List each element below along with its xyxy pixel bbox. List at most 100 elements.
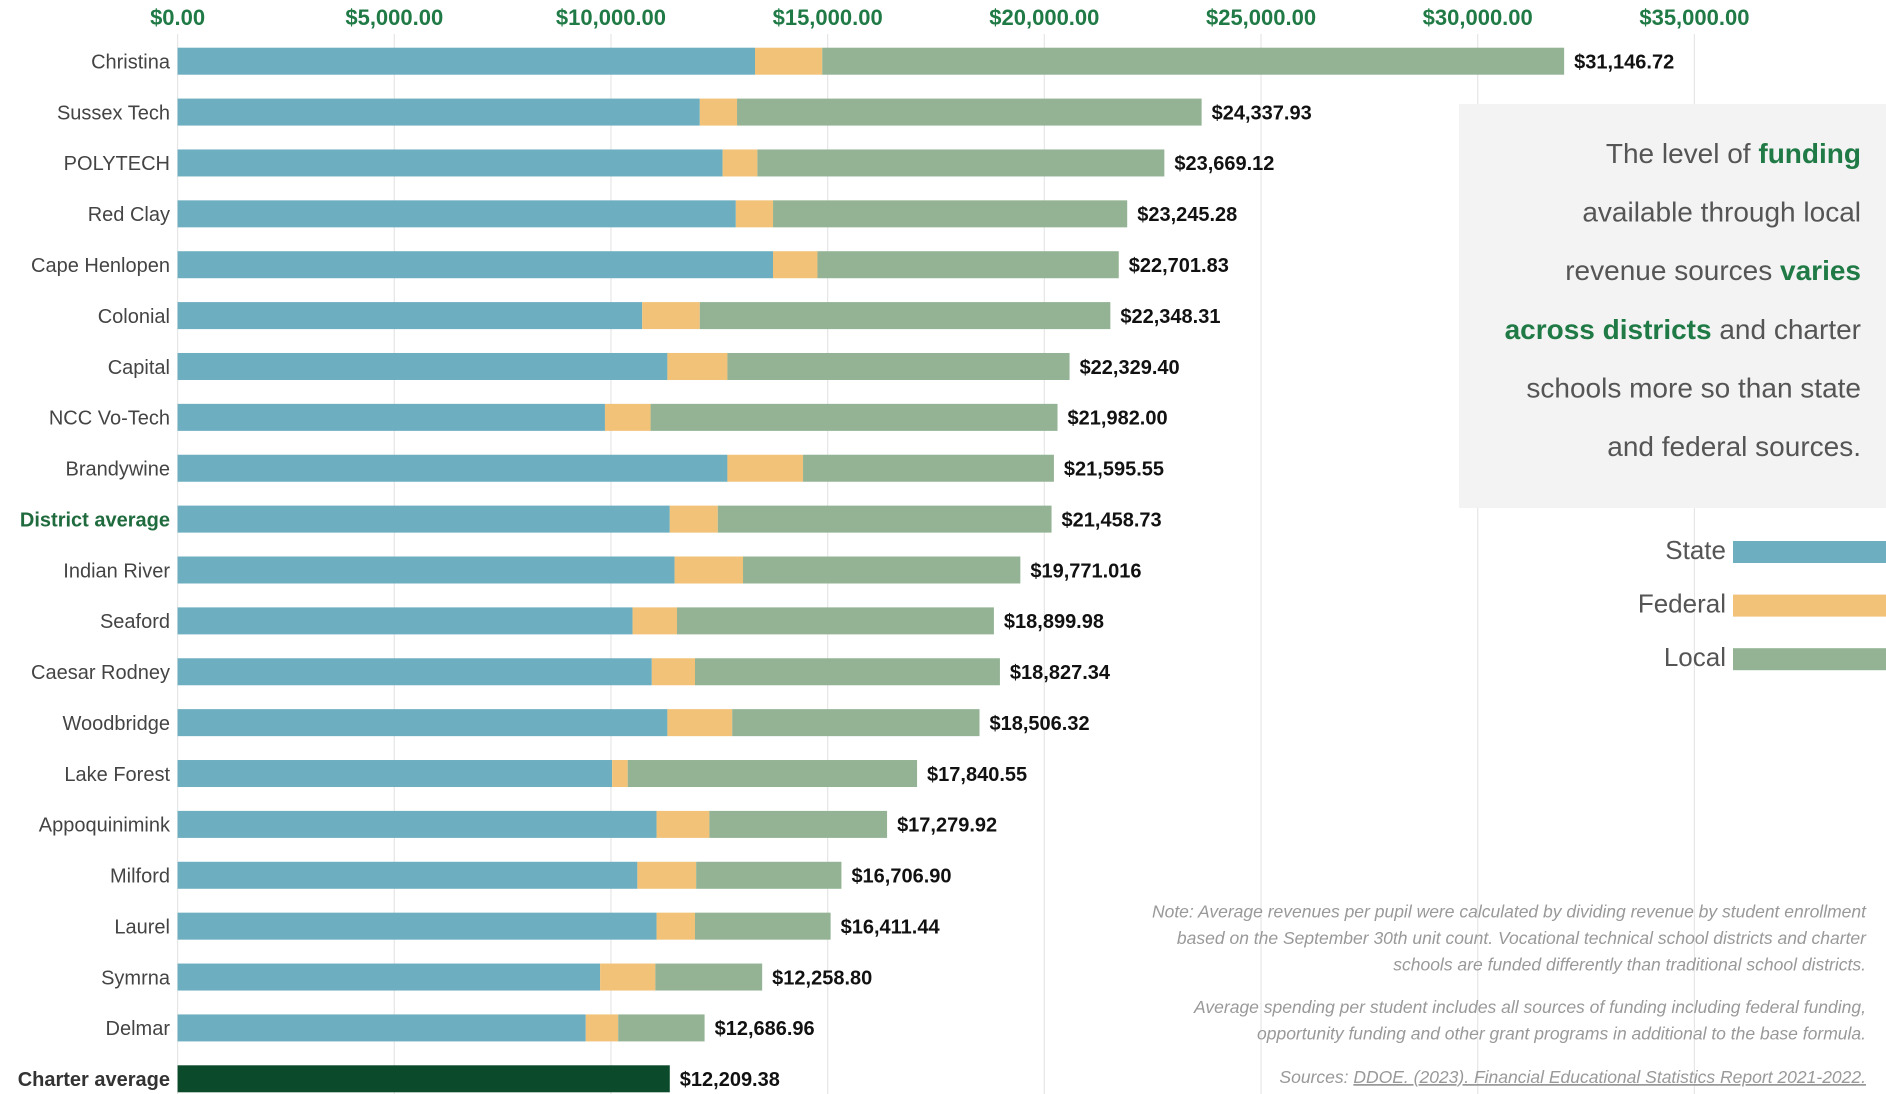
bar-segment — [656, 912, 695, 940]
bar-segment — [177, 200, 736, 228]
category-label: Appoquinimink — [39, 815, 171, 837]
bar-segment — [650, 403, 1058, 431]
total-label: $21,595.55 — [1064, 459, 1164, 481]
category-label: NCC Vo-Tech — [49, 408, 170, 430]
bar-segment — [822, 47, 1565, 75]
bar-segment — [177, 810, 657, 838]
legend-swatch — [1733, 594, 1886, 617]
total-label: $17,279.92 — [897, 815, 997, 837]
bar-segment — [674, 556, 744, 584]
total-label: $23,245.28 — [1137, 204, 1237, 226]
bar-segment — [604, 403, 651, 431]
bar-segment — [585, 1014, 619, 1042]
category-label: Brandywine — [65, 459, 170, 481]
annotation-line: schools more so than state — [1526, 373, 1861, 404]
x-tick-label: $15,000.00 — [773, 5, 883, 30]
category-label: Delmar — [106, 1018, 171, 1040]
bar-segment — [177, 403, 605, 431]
total-label: $16,411.44 — [841, 916, 941, 938]
annotation-text: available through local — [1582, 197, 1861, 228]
bar-segment — [177, 709, 668, 737]
bar-segment — [803, 454, 1054, 482]
total-label: $22,701.83 — [1129, 255, 1229, 277]
bar-segment — [817, 251, 1119, 279]
note-line: Note: Average revenues per pupil were ca… — [1152, 902, 1867, 922]
bar-segment — [667, 709, 733, 737]
bar-segment — [177, 454, 728, 482]
annotation-text: The level of — [1606, 138, 1759, 169]
total-label: $31,146.72 — [1574, 51, 1674, 73]
bar-segment — [177, 912, 657, 940]
total-label: $17,840.55 — [927, 764, 1027, 786]
bar-segment — [732, 709, 980, 737]
bar-segment — [696, 861, 842, 889]
bar-segment — [177, 1014, 586, 1042]
total-label: $12,686.96 — [715, 1018, 815, 1040]
bar-segment — [177, 658, 652, 686]
bar-segment — [177, 861, 638, 889]
x-tick-label: $5,000.00 — [345, 5, 443, 30]
annotation-line: available through local — [1582, 197, 1861, 228]
category-label: Sussex Tech — [57, 102, 170, 124]
bar-segment — [655, 963, 763, 991]
annotation-box — [1459, 104, 1886, 508]
category-label: Woodbridge — [63, 713, 170, 735]
bar-segment — [656, 810, 710, 838]
bar-segment — [773, 200, 1128, 228]
bar-segment — [735, 200, 774, 228]
category-label: Capital — [108, 357, 170, 379]
note-line: opportunity funding and other grant prog… — [1257, 1024, 1866, 1044]
legend-label: Federal — [1638, 588, 1726, 618]
category-label: Laurel — [114, 916, 170, 938]
bar-segment — [600, 963, 656, 991]
category-label: POLYTECH — [64, 153, 170, 175]
category-label: Lake Forest — [64, 764, 170, 786]
total-label: $18,827.34 — [1010, 662, 1111, 684]
annotation-line: and federal sources. — [1607, 431, 1861, 462]
sources: Sources: DDOE. (2023). Financial Educati… — [1279, 1067, 1866, 1087]
bar-segment — [177, 352, 668, 380]
bar-segment — [743, 556, 1021, 584]
category-label: Caesar Rodney — [31, 662, 170, 684]
annotation-line: revenue sources varies — [1565, 256, 1861, 287]
category-label: Charter average — [18, 1069, 170, 1091]
bar-segment — [177, 98, 700, 126]
bar-segment — [722, 149, 758, 177]
total-label: $24,337.93 — [1212, 102, 1312, 124]
total-label: $22,329.40 — [1080, 357, 1180, 379]
annotation-text: revenue sources — [1565, 256, 1780, 287]
category-label: District average — [20, 509, 170, 531]
legend-swatch — [1733, 648, 1886, 671]
annotation-text: across districts — [1505, 314, 1712, 345]
bar-segment — [755, 47, 823, 75]
bar-segment — [618, 1014, 705, 1042]
legend-label: Local — [1664, 642, 1726, 672]
category-label: Christina — [91, 51, 171, 73]
legend-swatch — [1733, 541, 1886, 563]
note-line: Average spending per student includes al… — [1193, 997, 1866, 1017]
x-tick-label: $20,000.00 — [989, 5, 1099, 30]
bar-segment — [177, 1065, 670, 1093]
x-tick-label: $30,000.00 — [1423, 5, 1533, 30]
total-label: $19,771.016 — [1030, 560, 1141, 582]
bar-segment — [642, 302, 700, 330]
total-label: $23,669.12 — [1174, 153, 1274, 175]
bar-segment — [177, 302, 643, 330]
category-label: Cape Henlopen — [31, 255, 170, 277]
bar-segment — [177, 760, 613, 788]
category-label: Seaford — [100, 611, 170, 633]
bar-segment — [637, 861, 697, 889]
category-label: Red Clay — [88, 204, 170, 226]
bar-segment — [177, 251, 774, 279]
bar-segment — [694, 912, 831, 940]
annotation-text: and federal sources. — [1607, 431, 1861, 462]
total-label: $22,348.31 — [1120, 306, 1220, 328]
x-tick-label: $10,000.00 — [556, 5, 666, 30]
total-label: $18,899.98 — [1004, 611, 1104, 633]
annotation-line: The level of funding — [1606, 138, 1861, 169]
total-label: $12,209.38 — [680, 1069, 780, 1091]
note-line: based on the September 30th unit count. … — [1177, 928, 1867, 948]
bar-segment — [177, 149, 723, 177]
x-tick-label: $35,000.00 — [1639, 5, 1749, 30]
